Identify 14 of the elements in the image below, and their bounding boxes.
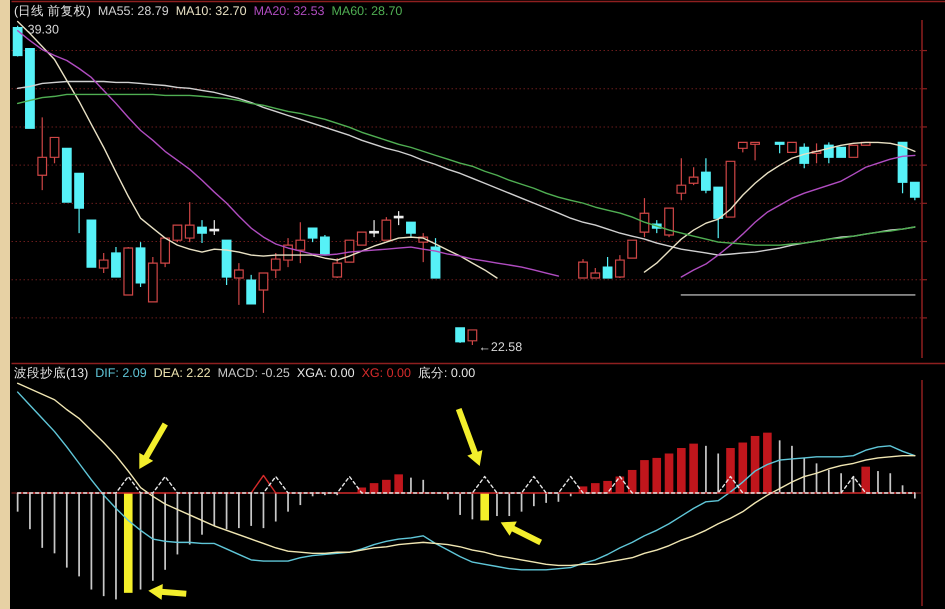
text: MACD: -0.25 <box>218 366 290 380</box>
text: MA55: 28.79 <box>98 4 169 18</box>
chart-title: (日线 前复权) <box>14 4 91 18</box>
annotation: ←22.58 <box>478 340 522 354</box>
text: XG: 0.00 <box>362 366 411 380</box>
annotation: 39.30 <box>28 22 59 37</box>
text: XGA: 0.00 <box>296 366 355 380</box>
text: MA60: 28.70 <box>331 4 402 18</box>
text: MA10: 32.70 <box>176 4 247 18</box>
text: MA20: 32.53 <box>254 4 325 18</box>
chart-title: 波段抄底(13) <box>14 366 88 380</box>
text: DEA: 2.22 <box>154 366 211 380</box>
text: 底分: 0.00 <box>418 366 476 380</box>
text: DIF: 2.09 <box>95 366 147 380</box>
